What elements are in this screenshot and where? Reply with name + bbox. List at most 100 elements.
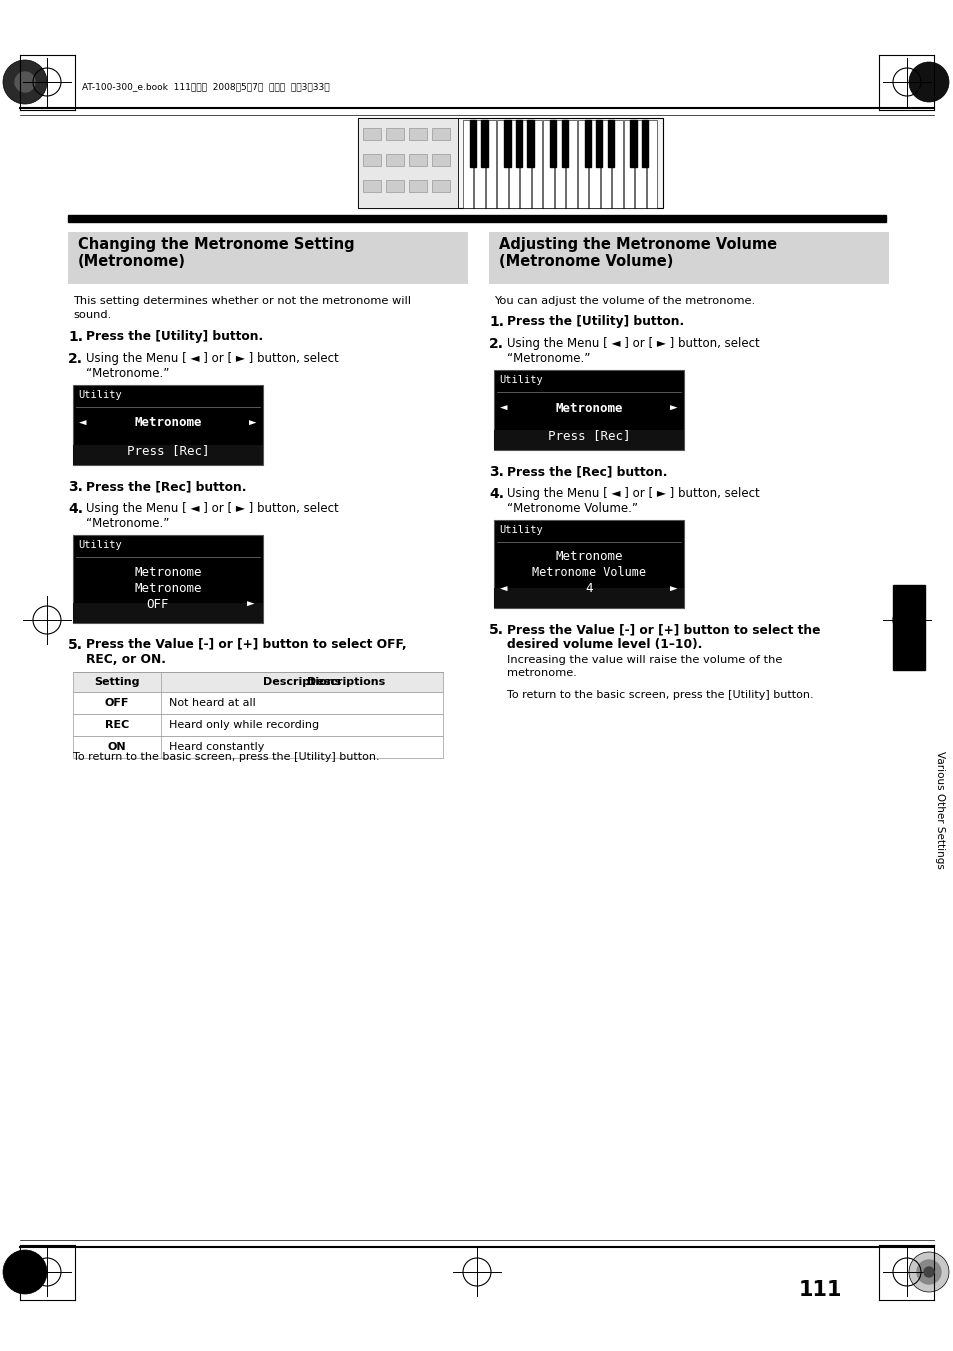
Bar <box>630 120 636 168</box>
Text: 1.: 1. <box>489 315 503 330</box>
Bar <box>516 120 521 168</box>
Text: ►: ► <box>247 597 254 611</box>
Bar <box>432 180 450 192</box>
Bar <box>485 120 496 208</box>
Text: ◄: ◄ <box>79 416 87 430</box>
Bar <box>596 120 601 168</box>
Text: 2.: 2. <box>68 353 83 366</box>
Text: Setting: Setting <box>94 677 139 688</box>
Bar <box>409 128 427 141</box>
Text: To return to the basic screen, press the [Utility] button.: To return to the basic screen, press the… <box>73 753 379 762</box>
Bar <box>504 120 510 168</box>
Bar <box>600 120 611 208</box>
Bar <box>363 154 380 166</box>
Text: Using the Menu [ ◄ ] or [ ► ] button, select: Using the Menu [ ◄ ] or [ ► ] button, se… <box>86 503 338 515</box>
Bar <box>561 120 567 168</box>
Text: Metronome Volume: Metronome Volume <box>532 566 645 580</box>
Bar <box>68 215 885 222</box>
Text: Metronome: Metronome <box>134 581 201 594</box>
Text: ►: ► <box>670 582 677 596</box>
Text: “Metronome.”: “Metronome.” <box>86 367 170 380</box>
Text: 5.: 5. <box>68 638 83 653</box>
Bar <box>550 120 556 168</box>
Text: Press the [Rec] button.: Press the [Rec] button. <box>506 465 667 478</box>
Text: Using the Menu [ ◄ ] or [ ► ] button, select: Using the Menu [ ◄ ] or [ ► ] button, se… <box>506 336 759 350</box>
Text: 3.: 3. <box>489 465 503 480</box>
Text: 4.: 4. <box>489 486 503 501</box>
Text: Utility: Utility <box>78 540 122 550</box>
Circle shape <box>3 59 47 104</box>
Text: Using the Menu [ ◄ ] or [ ► ] button, select: Using the Menu [ ◄ ] or [ ► ] button, se… <box>506 486 759 500</box>
Bar <box>489 232 888 284</box>
Text: Press the Value [-] or [+] button to select the: Press the Value [-] or [+] button to sel… <box>506 623 820 636</box>
Bar <box>494 588 683 608</box>
Text: Press the [Rec] button.: Press the [Rec] button. <box>86 480 246 493</box>
Bar <box>494 520 683 608</box>
Text: ►: ► <box>670 401 677 415</box>
Text: Metronome: Metronome <box>555 401 622 415</box>
Bar <box>432 128 450 141</box>
Text: Not heard at all: Not heard at all <box>169 698 255 708</box>
Text: Changing the Metronome Setting: Changing the Metronome Setting <box>78 238 355 253</box>
Text: ◄: ◄ <box>499 582 507 596</box>
Bar <box>497 120 507 208</box>
Text: metronome.: metronome. <box>506 667 577 678</box>
Text: Press the [Utility] button.: Press the [Utility] button. <box>506 315 683 328</box>
Text: Metronome: Metronome <box>134 416 201 430</box>
Bar <box>508 120 518 208</box>
Text: 3.: 3. <box>68 480 83 494</box>
Text: 5.: 5. <box>489 623 503 638</box>
Text: Heard constantly: Heard constantly <box>169 742 264 753</box>
Text: You can adjust the volume of the metronome.: You can adjust the volume of the metrono… <box>494 296 755 305</box>
Text: ◄: ◄ <box>499 401 507 415</box>
Text: REC, or ON.: REC, or ON. <box>86 653 166 666</box>
Bar <box>73 535 263 623</box>
Circle shape <box>15 72 35 92</box>
Bar <box>527 120 533 168</box>
Bar <box>481 120 487 168</box>
Circle shape <box>916 1260 940 1283</box>
Text: Descriptions: Descriptions <box>263 677 341 688</box>
Bar <box>584 120 590 168</box>
Text: OFF: OFF <box>105 698 129 708</box>
Text: “Metronome.”: “Metronome.” <box>86 517 170 530</box>
Text: (Metronome): (Metronome) <box>78 254 186 269</box>
Text: Increasing the value will raise the volume of the: Increasing the value will raise the volu… <box>506 655 781 665</box>
Bar <box>474 120 484 208</box>
Text: Press [Rec]: Press [Rec] <box>127 444 209 458</box>
Bar <box>68 232 468 284</box>
Text: Adjusting the Metronome Volume: Adjusting the Metronome Volume <box>498 238 777 253</box>
Bar <box>589 120 599 208</box>
Text: ON: ON <box>108 742 126 753</box>
Bar <box>73 692 442 713</box>
Text: 1.: 1. <box>68 330 83 345</box>
Text: Using the Menu [ ◄ ] or [ ► ] button, select: Using the Menu [ ◄ ] or [ ► ] button, se… <box>86 353 338 365</box>
Text: 4: 4 <box>584 582 592 596</box>
Text: Press the [Utility] button.: Press the [Utility] button. <box>86 330 263 343</box>
Bar <box>73 671 442 692</box>
Bar <box>531 120 541 208</box>
Text: 4.: 4. <box>68 503 83 516</box>
Bar <box>623 120 634 208</box>
Circle shape <box>3 1250 47 1294</box>
Bar <box>73 603 263 623</box>
Text: This setting determines whether or not the metronome will: This setting determines whether or not t… <box>73 296 411 305</box>
Bar <box>646 120 657 208</box>
Bar <box>409 180 427 192</box>
Bar <box>578 120 588 208</box>
Text: Utility: Utility <box>78 390 122 400</box>
Bar <box>641 120 648 168</box>
Text: (Metronome Volume): (Metronome Volume) <box>498 254 673 269</box>
Bar <box>635 120 645 208</box>
Bar <box>73 385 263 465</box>
Bar <box>357 118 662 208</box>
Bar <box>386 154 403 166</box>
Bar <box>494 370 683 450</box>
Bar <box>612 120 622 208</box>
Text: ►: ► <box>249 416 256 430</box>
Text: sound.: sound. <box>73 309 112 320</box>
Circle shape <box>908 1252 948 1292</box>
Bar <box>519 120 530 208</box>
Text: Descriptions: Descriptions <box>307 677 385 688</box>
Text: Metronome: Metronome <box>555 550 622 563</box>
